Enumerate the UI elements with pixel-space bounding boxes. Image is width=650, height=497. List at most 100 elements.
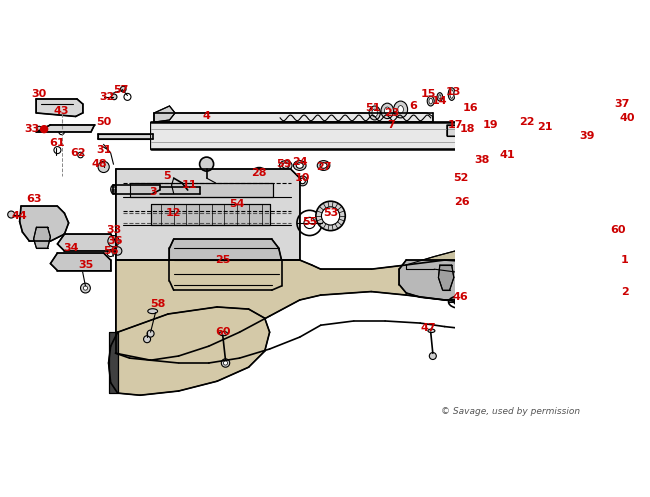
Text: 32: 32 bbox=[99, 92, 115, 102]
Text: 54: 54 bbox=[229, 199, 244, 209]
Text: 60: 60 bbox=[610, 225, 625, 235]
Circle shape bbox=[304, 217, 315, 229]
Circle shape bbox=[108, 236, 119, 247]
Ellipse shape bbox=[381, 103, 394, 119]
Ellipse shape bbox=[437, 92, 443, 101]
Polygon shape bbox=[34, 227, 51, 248]
Ellipse shape bbox=[252, 167, 267, 180]
Polygon shape bbox=[36, 99, 83, 116]
Text: 23: 23 bbox=[385, 108, 400, 118]
Polygon shape bbox=[482, 150, 497, 157]
Text: 5: 5 bbox=[163, 171, 170, 181]
Ellipse shape bbox=[618, 260, 626, 264]
Ellipse shape bbox=[293, 161, 306, 170]
Ellipse shape bbox=[618, 293, 626, 297]
Bar bbox=[601, 90, 640, 128]
Text: 50: 50 bbox=[96, 117, 111, 127]
Circle shape bbox=[78, 152, 83, 158]
Polygon shape bbox=[151, 204, 270, 225]
Text: 62: 62 bbox=[71, 148, 86, 158]
Text: 26: 26 bbox=[454, 197, 470, 207]
Ellipse shape bbox=[439, 95, 441, 99]
Ellipse shape bbox=[429, 98, 432, 104]
Polygon shape bbox=[129, 183, 273, 197]
Text: 19: 19 bbox=[482, 120, 498, 130]
Circle shape bbox=[300, 178, 306, 184]
Text: 13: 13 bbox=[446, 87, 462, 97]
Ellipse shape bbox=[219, 331, 227, 335]
Polygon shape bbox=[20, 206, 69, 241]
Text: 43: 43 bbox=[53, 106, 69, 116]
Polygon shape bbox=[170, 239, 281, 290]
Text: 7: 7 bbox=[387, 120, 395, 130]
Polygon shape bbox=[116, 260, 543, 360]
Ellipse shape bbox=[428, 329, 435, 332]
Circle shape bbox=[8, 211, 15, 218]
Polygon shape bbox=[51, 253, 111, 270]
Ellipse shape bbox=[280, 161, 292, 170]
Circle shape bbox=[169, 194, 179, 204]
Text: 33: 33 bbox=[106, 225, 121, 235]
Ellipse shape bbox=[197, 186, 202, 193]
Text: 3: 3 bbox=[149, 187, 157, 197]
Circle shape bbox=[500, 154, 510, 164]
Circle shape bbox=[36, 126, 42, 132]
Text: 25: 25 bbox=[215, 255, 230, 265]
Text: 14: 14 bbox=[432, 96, 448, 106]
Circle shape bbox=[98, 162, 109, 172]
Text: 22: 22 bbox=[519, 117, 534, 127]
Text: 24: 24 bbox=[292, 157, 307, 167]
Text: 30: 30 bbox=[31, 89, 46, 99]
Ellipse shape bbox=[398, 106, 404, 113]
Text: © Savage, used by permission: © Savage, used by permission bbox=[441, 407, 580, 415]
Polygon shape bbox=[36, 125, 94, 132]
Polygon shape bbox=[109, 332, 118, 393]
Polygon shape bbox=[114, 185, 160, 193]
Text: 35: 35 bbox=[78, 260, 93, 270]
Text: 1: 1 bbox=[621, 255, 629, 265]
Circle shape bbox=[165, 191, 182, 208]
Text: 39: 39 bbox=[579, 131, 595, 141]
Polygon shape bbox=[154, 113, 433, 122]
Ellipse shape bbox=[255, 170, 263, 177]
Circle shape bbox=[83, 286, 88, 290]
Text: 11: 11 bbox=[181, 180, 197, 190]
Polygon shape bbox=[486, 143, 491, 146]
Polygon shape bbox=[524, 120, 553, 136]
Ellipse shape bbox=[111, 185, 116, 193]
Text: 16: 16 bbox=[463, 103, 478, 113]
Polygon shape bbox=[447, 125, 475, 136]
Text: 28: 28 bbox=[252, 167, 267, 177]
Text: 10: 10 bbox=[295, 173, 310, 183]
Ellipse shape bbox=[369, 106, 380, 120]
Ellipse shape bbox=[316, 201, 345, 231]
Text: 48: 48 bbox=[92, 159, 107, 169]
Polygon shape bbox=[151, 122, 625, 150]
Text: 58: 58 bbox=[150, 299, 165, 309]
Circle shape bbox=[200, 157, 214, 171]
Ellipse shape bbox=[282, 163, 289, 168]
Text: 4: 4 bbox=[203, 111, 211, 121]
Ellipse shape bbox=[296, 163, 304, 168]
Text: 37: 37 bbox=[614, 99, 630, 109]
Circle shape bbox=[144, 335, 151, 343]
Text: 44: 44 bbox=[12, 211, 27, 221]
Text: 33●: 33● bbox=[24, 124, 49, 134]
Text: 57: 57 bbox=[114, 85, 129, 95]
Circle shape bbox=[54, 147, 61, 154]
Circle shape bbox=[81, 283, 90, 293]
Ellipse shape bbox=[427, 96, 434, 106]
Text: 2: 2 bbox=[621, 287, 629, 297]
Polygon shape bbox=[98, 134, 153, 139]
Ellipse shape bbox=[372, 109, 378, 117]
Polygon shape bbox=[480, 122, 517, 136]
Text: 40: 40 bbox=[619, 113, 634, 123]
Ellipse shape bbox=[618, 231, 631, 237]
Text: 36: 36 bbox=[108, 236, 124, 246]
Text: 18: 18 bbox=[460, 124, 476, 134]
Text: 34: 34 bbox=[64, 243, 79, 253]
Polygon shape bbox=[160, 186, 200, 193]
Circle shape bbox=[429, 352, 436, 359]
Polygon shape bbox=[438, 265, 454, 290]
Ellipse shape bbox=[317, 161, 330, 170]
